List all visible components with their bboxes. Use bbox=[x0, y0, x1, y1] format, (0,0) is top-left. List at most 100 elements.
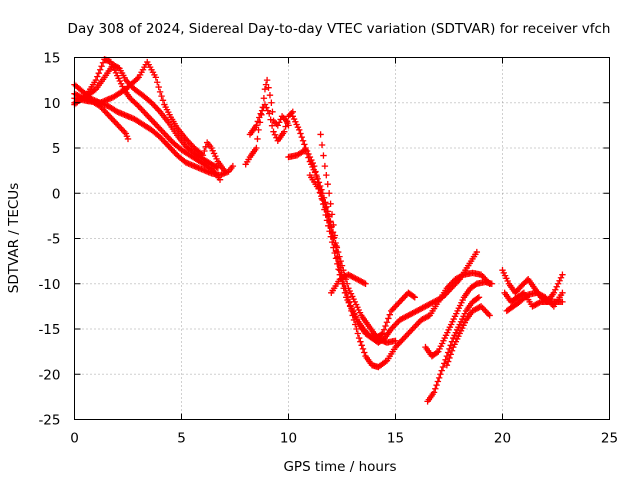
data-point bbox=[385, 315, 392, 322]
x-tick-label: 20 bbox=[494, 431, 511, 447]
data-point bbox=[378, 331, 385, 338]
data-point bbox=[327, 218, 334, 225]
x-tick-label: 15 bbox=[387, 431, 404, 447]
data-point bbox=[274, 122, 281, 129]
x-axis-label: GPS time / hours bbox=[283, 459, 396, 475]
data-point bbox=[96, 66, 104, 73]
data-point bbox=[425, 312, 432, 320]
data-point bbox=[264, 107, 272, 114]
data-point bbox=[344, 294, 352, 301]
data-point bbox=[315, 185, 322, 192]
series-arc-6 bbox=[242, 76, 292, 168]
data-point bbox=[321, 162, 329, 170]
data-point bbox=[488, 280, 495, 287]
series-arc-18 bbox=[503, 289, 566, 315]
data-point bbox=[254, 118, 262, 125]
data-point bbox=[201, 147, 208, 155]
data-point bbox=[318, 141, 326, 149]
data-point bbox=[267, 116, 274, 123]
data-point bbox=[411, 294, 418, 301]
x-tick-label: 5 bbox=[177, 431, 186, 447]
data-point bbox=[92, 76, 100, 84]
data-point bbox=[554, 280, 562, 287]
data-point bbox=[265, 84, 272, 91]
data-point bbox=[154, 79, 161, 86]
data-point bbox=[256, 114, 263, 121]
grid-layer bbox=[74, 57, 610, 420]
data-point bbox=[432, 385, 439, 392]
data-point bbox=[379, 330, 386, 337]
data-point bbox=[159, 97, 167, 104]
data-point bbox=[435, 374, 443, 382]
data-point bbox=[261, 85, 269, 93]
data-point bbox=[158, 92, 165, 100]
data-point bbox=[559, 289, 566, 296]
series-arc-3 bbox=[71, 56, 224, 183]
data-point bbox=[337, 264, 344, 271]
data-point bbox=[221, 167, 228, 174]
data-point bbox=[325, 213, 332, 220]
data-point bbox=[317, 190, 324, 197]
data-point bbox=[358, 342, 365, 349]
data-point bbox=[257, 110, 264, 117]
data-point bbox=[124, 135, 132, 143]
data-point bbox=[263, 104, 270, 111]
data-point bbox=[444, 358, 452, 365]
data-point bbox=[553, 283, 560, 290]
data-point bbox=[253, 144, 260, 152]
data-point bbox=[271, 131, 279, 138]
data-point bbox=[433, 381, 440, 389]
data-point bbox=[318, 193, 325, 200]
data-point bbox=[328, 211, 336, 218]
data-point bbox=[447, 351, 454, 358]
data-point bbox=[261, 101, 269, 108]
data-point bbox=[362, 280, 369, 287]
data-point bbox=[439, 363, 447, 371]
data-point bbox=[268, 99, 275, 106]
data-point bbox=[338, 269, 345, 277]
data-point bbox=[433, 349, 441, 356]
chart-title: Day 308 of 2024, Sidereal Day-to-day VTE… bbox=[68, 21, 611, 37]
data-point bbox=[306, 153, 314, 161]
data-point bbox=[320, 152, 327, 159]
data-point bbox=[266, 110, 273, 117]
data-point bbox=[380, 326, 388, 333]
data-point bbox=[476, 303, 483, 311]
data-point bbox=[134, 101, 141, 109]
data-point bbox=[556, 277, 563, 284]
x-tick-label: 0 bbox=[70, 431, 79, 447]
y-tick-label: 5 bbox=[52, 141, 61, 157]
y-tick-label: -5 bbox=[47, 232, 60, 248]
series-arc-13 bbox=[422, 278, 495, 360]
y-tick-label: 15 bbox=[43, 51, 60, 67]
data-point bbox=[331, 232, 339, 239]
data-point bbox=[382, 322, 389, 330]
data-point bbox=[357, 338, 364, 345]
ticks-layer: 0 5 10 15 20 25 -25 -20 -15 -10 -5 0 5 10 15 bbox=[38, 51, 618, 447]
data-point bbox=[308, 156, 315, 164]
data-point bbox=[446, 354, 453, 362]
data-point bbox=[155, 83, 162, 91]
data-point bbox=[359, 345, 367, 353]
data-point bbox=[254, 135, 261, 143]
data-point bbox=[342, 285, 349, 292]
data-point bbox=[475, 294, 483, 301]
data-point bbox=[152, 74, 160, 81]
data-point bbox=[552, 286, 559, 293]
data-point bbox=[459, 272, 466, 279]
data-point bbox=[310, 162, 318, 170]
data-point bbox=[216, 176, 224, 183]
series-arc-8 bbox=[285, 146, 399, 346]
data-point bbox=[253, 122, 260, 129]
data-point bbox=[329, 228, 337, 236]
data-point bbox=[448, 347, 456, 354]
data-point bbox=[434, 378, 442, 385]
data-point bbox=[360, 279, 368, 287]
data-point bbox=[335, 258, 343, 266]
data-point bbox=[325, 190, 333, 197]
data-point bbox=[260, 95, 268, 102]
data-point bbox=[324, 181, 331, 188]
x-tick-label: 10 bbox=[280, 431, 297, 447]
y-axis-label: SDTVAR / TECUs bbox=[6, 183, 22, 293]
